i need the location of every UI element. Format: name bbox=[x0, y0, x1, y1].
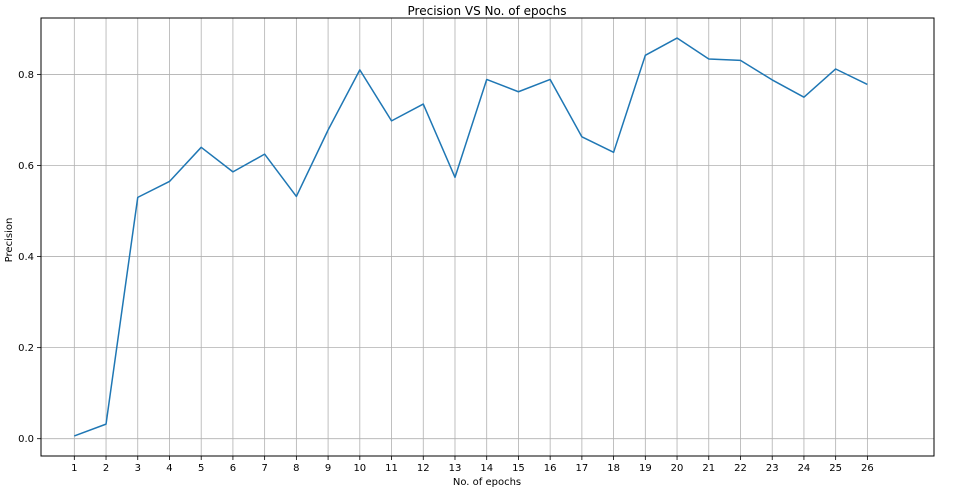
y-tick-label: 0.6 bbox=[18, 161, 34, 172]
x-axis-ticks: 1 2 3 4 5 6 7 8 9 10 11 12 13 14 15 16 17 18 19 20 21 22 23 24 2… bbox=[71, 456, 874, 474]
chart-title: Precision VS No. of epochs bbox=[408, 4, 567, 18]
x-tick-label: 4 bbox=[166, 463, 172, 474]
x-tick-label: 14 bbox=[480, 463, 493, 474]
grid-lines bbox=[41, 18, 934, 456]
x-tick-label: 17 bbox=[576, 463, 589, 474]
x-tick-label: 20 bbox=[671, 463, 684, 474]
series-line bbox=[74, 37, 868, 437]
y-tick-label: 0.4 bbox=[18, 252, 34, 263]
x-tick-label: 5 bbox=[198, 463, 204, 474]
x-tick-label: 10 bbox=[353, 463, 366, 474]
x-tick-label: 25 bbox=[829, 463, 842, 474]
x-tick-label: 13 bbox=[449, 463, 462, 474]
y-tick-label: 0.2 bbox=[18, 343, 34, 354]
x-tick-label: 1 bbox=[71, 463, 77, 474]
x-tick-label: 19 bbox=[639, 463, 652, 474]
x-tick-label: 24 bbox=[798, 463, 811, 474]
x-tick-label: 18 bbox=[607, 463, 620, 474]
x-tick-label: 16 bbox=[544, 463, 557, 474]
x-axis-label: No. of epochs bbox=[453, 477, 521, 488]
y-tick-label: 0.0 bbox=[18, 434, 34, 445]
y-axis-label: Precision bbox=[4, 218, 15, 263]
plot-area-frame bbox=[40, 17, 935, 457]
x-tick-label: 11 bbox=[385, 463, 398, 474]
y-axis-ticks: 0.0 0.2 0.4 0.6 0.8 bbox=[18, 70, 41, 445]
y-tick-label: 0.8 bbox=[18, 70, 34, 81]
x-tick-label: 23 bbox=[766, 463, 779, 474]
x-tick-label: 2 bbox=[103, 463, 109, 474]
x-tick-label: 15 bbox=[512, 463, 525, 474]
x-tick-label: 21 bbox=[702, 463, 715, 474]
series-group bbox=[74, 37, 868, 437]
x-tick-label: 8 bbox=[293, 463, 299, 474]
x-tick-label: 22 bbox=[734, 463, 747, 474]
x-tick-label: 9 bbox=[325, 463, 331, 474]
x-tick-label: 26 bbox=[861, 463, 874, 474]
x-tick-label: 3 bbox=[135, 463, 141, 474]
x-tick-label: 7 bbox=[261, 463, 267, 474]
x-tick-label: 6 bbox=[230, 463, 236, 474]
x-tick-label: 12 bbox=[417, 463, 430, 474]
